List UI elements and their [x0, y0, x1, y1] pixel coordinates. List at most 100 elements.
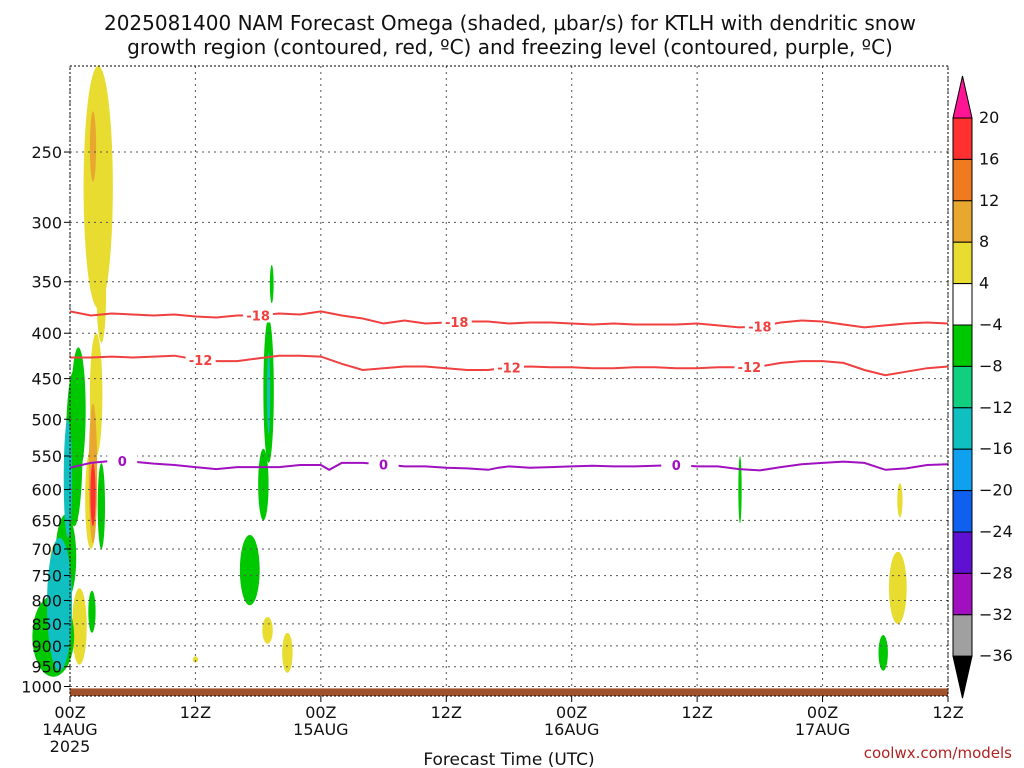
- y-tick-label-600: 600: [31, 481, 62, 500]
- colorbar-label-1: 16: [979, 149, 999, 168]
- y-tick-label-450: 450: [31, 370, 62, 389]
- shaded-region-1: [72, 588, 87, 665]
- shaded-region-19: [267, 352, 271, 435]
- contour-label-0-1: -18: [445, 316, 469, 331]
- x-tick-label-0-0: 00Z: [54, 703, 85, 722]
- colorbar-swatch-8: [952, 407, 973, 450]
- colorbar-swatch-1: [952, 117, 973, 160]
- y-tick-label-1000: 1000: [21, 677, 62, 696]
- colorbar-label-6: −8: [979, 356, 1003, 375]
- y-tick-label-700: 700: [31, 540, 62, 559]
- colorbar-swatch-9: [952, 448, 973, 492]
- x-tick-label-0-1: 14AUG: [42, 720, 97, 739]
- colorbar-swatch-2: [952, 158, 973, 202]
- colorbar-label-3: 8: [979, 232, 989, 251]
- x-axis-label: Forecast Time (UTC): [423, 750, 594, 768]
- contour-label-bg-2-2: [661, 457, 692, 473]
- contour-line-2: [69, 459, 949, 472]
- y-axis-pressure: 250 300 350 400 450 500 550 600 650 700 750 800 850 9…: [21, 143, 70, 696]
- x-tick-label-4-1: 16AUG: [544, 720, 599, 739]
- plot-frame: [69, 65, 949, 697]
- colorbar-label-13: −36: [979, 646, 1013, 665]
- chart-title-line1: 2025081400 NAM Forecast Omega (shaded, μ…: [104, 11, 916, 35]
- shaded-region-15: [47, 537, 73, 671]
- x-tick-label-0-2: 2025: [50, 737, 91, 756]
- colorbar-swatch-4: [952, 241, 973, 285]
- shaded-region-5: [96, 247, 107, 343]
- shaded-region-23: [262, 616, 273, 644]
- contour-label-2-1: 0: [379, 458, 388, 473]
- contour-label-1-0: -12: [189, 354, 213, 369]
- shaded-region-25: [738, 455, 742, 524]
- colorbar-legend: 20 16 12 8 4 −4 −8 −12 −16 −20 −24 −28 −32 −36: [952, 75, 1013, 699]
- y-tick-label-950: 950: [31, 658, 62, 677]
- y-tick-label-250: 250: [31, 143, 62, 162]
- shaded-region-9: [97, 462, 106, 549]
- colorbar-label-4: 4: [979, 274, 989, 293]
- colorbar-bottom-triangle: [952, 655, 973, 699]
- chart-title-line2: growth region (contoured, red, ºC) and f…: [127, 35, 893, 59]
- shaded-region-26: [897, 483, 903, 518]
- colorbar-swatch-13: [952, 614, 973, 657]
- contour-label-1-2: -12: [738, 361, 762, 376]
- ground-surface: [70, 688, 948, 696]
- y-tick-label-400: 400: [31, 324, 62, 343]
- shaded-region-20: [258, 448, 269, 521]
- temperature-contours: -18 -18 -18 -12 -12 -12 0 0 0: [69, 307, 949, 474]
- plot-area: -18 -18 -18 -12 -12 -12 0 0 0: [32, 65, 949, 697]
- colorbar-label-2: 12: [979, 191, 999, 210]
- colorbar-label-8: −16: [979, 439, 1013, 458]
- colorbar-label-12: −32: [979, 605, 1013, 624]
- colorbar-swatch-10: [952, 490, 973, 533]
- shaded-region-22: [269, 264, 274, 304]
- x-tick-label-2-1: 15AUG: [293, 720, 348, 739]
- y-tick-label-500: 500: [31, 410, 62, 429]
- colorbar-label-5: −4: [979, 315, 1003, 334]
- contour-label-2-0: 0: [118, 455, 127, 470]
- contour-label-bg-1-2: [734, 358, 765, 374]
- colorbar-swatch-11: [952, 531, 973, 574]
- shaded-region-28: [878, 635, 888, 671]
- y-tick-label-900: 900: [31, 637, 62, 656]
- x-tick-label-2-0: 00Z: [305, 703, 336, 722]
- colorbar-top-triangle: [952, 75, 973, 119]
- credit-text: coolwx.com/models: [864, 744, 1012, 762]
- contour-label-0-2: -18: [748, 320, 772, 335]
- x-tick-label-6-1: 17AUG: [795, 720, 850, 739]
- shaded-region-21: [239, 534, 260, 606]
- contour-label-bg-0-0: [243, 307, 274, 323]
- y-tick-label-350: 350: [31, 273, 62, 292]
- x-tick-label-4-0: 00Z: [556, 703, 587, 722]
- shaded-region-4: [89, 111, 97, 182]
- omega-shading: [32, 66, 907, 677]
- x-tick-label-3-0: 12Z: [431, 703, 462, 722]
- plot-background: [70, 66, 948, 696]
- shaded-region-10: [88, 590, 96, 633]
- y-tick-label-800: 800: [31, 591, 62, 610]
- colorbar-swatch-5: [952, 283, 973, 326]
- grid-lines: [69, 66, 949, 696]
- y-tick-label-850: 850: [31, 615, 62, 634]
- x-tick-label-5-0: 12Z: [681, 703, 712, 722]
- x-tick-label-6-0: 00Z: [807, 703, 838, 722]
- contour-label-bg-2-1: [368, 456, 399, 472]
- contour-label-bg-1-1: [494, 359, 524, 375]
- colorbar-label-10: −24: [979, 522, 1013, 541]
- y-tick-label-650: 650: [31, 511, 62, 530]
- contour-label-2-2: 0: [672, 459, 681, 474]
- x-tick-label-7-0: 12Z: [932, 703, 963, 722]
- colorbar-swatch-12: [952, 572, 973, 616]
- colorbar-label-9: −20: [979, 481, 1013, 500]
- contour-label-0-0: -18: [246, 309, 270, 324]
- contour-label-bg-2-0: [107, 453, 138, 469]
- colorbar-swatch-6: [952, 324, 973, 367]
- y-tick-label-550: 550: [31, 447, 62, 466]
- contour-label-bg-1-0: [185, 351, 216, 367]
- contour-line-0: [69, 310, 949, 329]
- contour-label-bg-0-1: [441, 313, 472, 329]
- colorbar-label-11: −28: [979, 563, 1013, 582]
- contour-label-bg-0-2: [744, 318, 775, 334]
- shaded-region-2: [192, 656, 199, 663]
